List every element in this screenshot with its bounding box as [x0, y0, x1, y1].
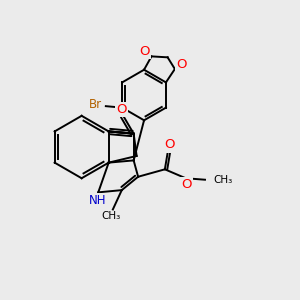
Text: O: O [140, 45, 150, 58]
Text: CH₃: CH₃ [213, 175, 232, 185]
Text: CH₃: CH₃ [102, 211, 121, 221]
Text: O: O [176, 58, 187, 71]
Text: O: O [181, 178, 191, 191]
Text: O: O [164, 138, 175, 152]
Text: O: O [116, 103, 127, 116]
Text: NH: NH [89, 194, 106, 207]
Text: Br: Br [89, 98, 102, 111]
